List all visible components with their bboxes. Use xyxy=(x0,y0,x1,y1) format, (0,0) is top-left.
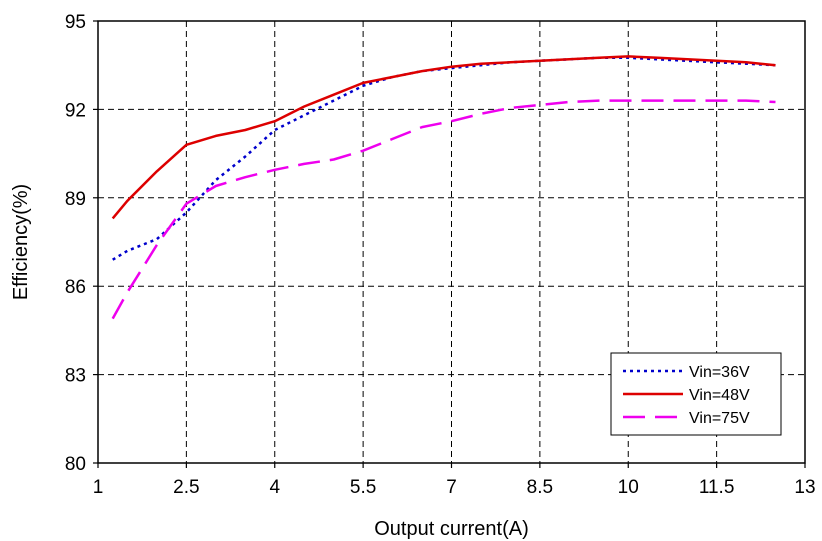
x-axis-title: Output current(A) xyxy=(374,518,529,540)
legend-label: Vin=36V xyxy=(689,364,750,381)
x-tick-label: 1 xyxy=(93,477,104,498)
series-line-2 xyxy=(111,55,776,220)
x-tick-label: 10 xyxy=(618,477,639,498)
y-tick-label: 83 xyxy=(65,366,86,387)
legend-label: Vin=75V xyxy=(689,410,750,427)
legend: Vin=36V Vin=48V Vin=75V xyxy=(610,352,782,436)
y-tick-label: 80 xyxy=(65,454,86,475)
x-tick-label: 11.5 xyxy=(699,477,735,498)
x-tick-label: 5.5 xyxy=(350,477,376,498)
series-layer xyxy=(111,55,776,320)
grid-lines xyxy=(98,21,805,463)
x-tick-label: 8.5 xyxy=(527,477,553,498)
y-axis-title: Efficiency(%) xyxy=(10,184,32,300)
y-tick-label: 89 xyxy=(65,189,86,210)
y-tick-label: 95 xyxy=(65,12,86,33)
x-tick-label: 13 xyxy=(794,477,815,498)
tick-labels: 1 2.5 4 5.5 7 8.5 10 11.5 13 80 83 86 89 92 95 xyxy=(65,12,816,498)
x-tick-label: 4 xyxy=(269,477,280,498)
series-line-1 xyxy=(112,56,776,261)
series-line-3 xyxy=(111,99,776,320)
y-tick-label: 92 xyxy=(65,100,86,121)
x-tick-label: 2.5 xyxy=(173,477,199,498)
x-tick-label: 7 xyxy=(446,477,457,498)
y-tick-label: 86 xyxy=(65,277,86,298)
legend-label: Vin=48V xyxy=(689,387,750,404)
